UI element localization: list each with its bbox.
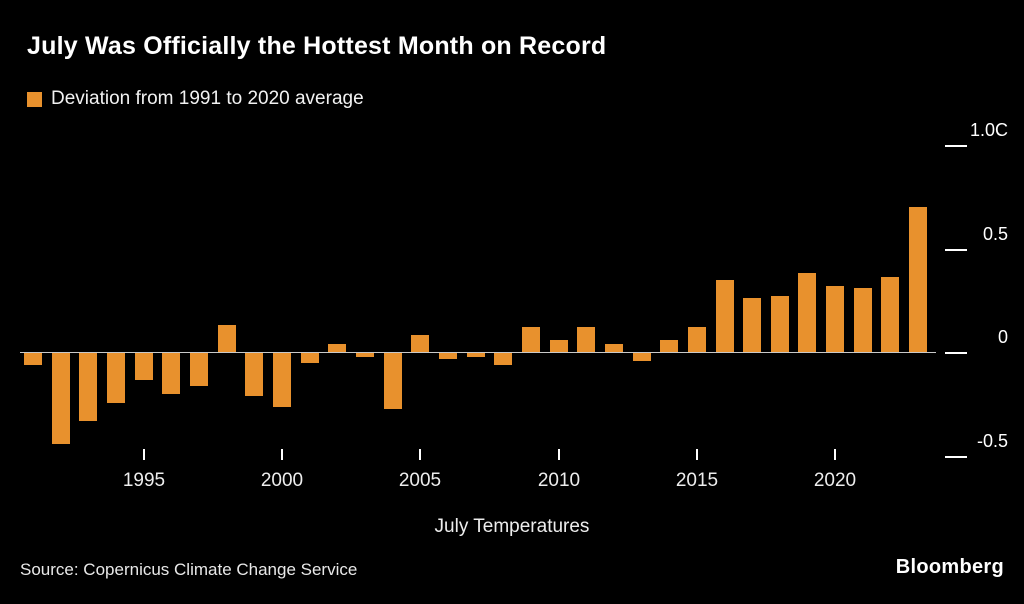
bar-2002 <box>328 344 346 352</box>
x-tick-label: 2005 <box>398 470 442 491</box>
legend-label: Deviation from 1991 to 2020 average <box>51 88 364 109</box>
bar-2018 <box>771 296 789 352</box>
bar-2000 <box>273 353 291 407</box>
y-tick-mark <box>945 456 967 458</box>
x-tick-label: 2020 <box>813 470 857 491</box>
x-tick-label: 2015 <box>675 470 719 491</box>
y-tick-label: 0.5 <box>982 224 1008 244</box>
bar-1998 <box>218 325 236 352</box>
x-tick-mark <box>558 449 560 460</box>
legend-swatch-icon <box>27 91 42 107</box>
bar-2008 <box>494 353 512 365</box>
bar-1992 <box>52 353 70 444</box>
bar-2021 <box>854 288 872 352</box>
y-tick-label: -0.5 <box>976 431 1008 451</box>
bar-1996 <box>162 353 180 394</box>
x-tick-label: 1995 <box>122 470 166 491</box>
bar-2012 <box>605 344 623 352</box>
y-tick-label: 0 <box>997 327 1008 347</box>
bar-2007 <box>467 353 485 357</box>
bar-2003 <box>356 353 374 357</box>
bar-2013 <box>633 353 651 361</box>
bar-2015 <box>688 327 706 352</box>
x-tick-mark <box>143 449 145 460</box>
bar-1994 <box>107 353 125 403</box>
bar-1993 <box>79 353 97 421</box>
bar-2011 <box>577 327 595 352</box>
zero-baseline <box>20 352 936 353</box>
x-tick-label: 2010 <box>537 470 581 491</box>
x-tick-mark <box>419 449 421 460</box>
bar-2016 <box>716 280 734 352</box>
bar-2023 <box>909 207 927 352</box>
bar-2022 <box>881 277 899 352</box>
bar-1997 <box>190 353 208 386</box>
source-credit: Source: Copernicus Climate Change Servic… <box>20 560 358 579</box>
y-tick-mark <box>945 249 967 251</box>
bar-2001 <box>301 353 319 363</box>
bar-2019 <box>798 273 816 352</box>
bar-1995 <box>135 353 153 380</box>
bar-2009 <box>522 327 540 352</box>
x-axis-title: July Temperatures <box>434 516 590 537</box>
y-tick-mark <box>945 352 967 354</box>
bar-2014 <box>660 340 678 352</box>
x-tick-mark <box>696 449 698 460</box>
bar-2005 <box>411 335 429 352</box>
bar-1999 <box>245 353 263 396</box>
legend: Deviation from 1991 to 2020 average <box>27 88 364 110</box>
y-tick-label: 1.0C <box>969 120 1008 140</box>
bar-2020 <box>826 286 844 352</box>
bar-2010 <box>550 340 568 352</box>
y-tick-mark <box>945 145 967 147</box>
bar-2004 <box>384 353 402 409</box>
chart-title: July Was Officially the Hottest Month on… <box>27 32 607 60</box>
bar-2017 <box>743 298 761 352</box>
bar-1991 <box>24 353 42 365</box>
bloomberg-logo: Bloomberg <box>895 556 1004 578</box>
bar-2006 <box>439 353 457 359</box>
x-tick-mark <box>281 449 283 460</box>
x-tick-mark <box>834 449 836 460</box>
x-tick-label: 2000 <box>260 470 304 491</box>
